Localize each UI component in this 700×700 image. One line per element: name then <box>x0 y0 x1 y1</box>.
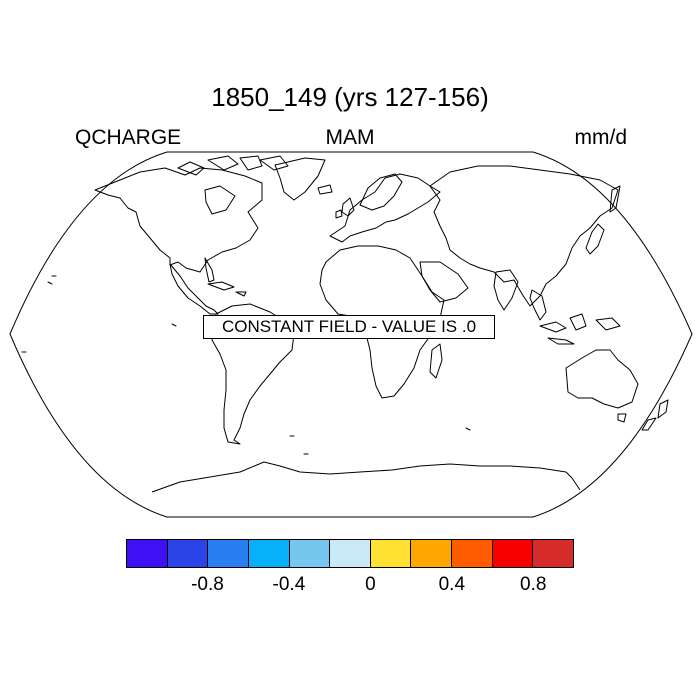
colorbar-box <box>289 540 331 567</box>
hudson-bay <box>204 185 236 215</box>
colorbar-box <box>533 540 574 567</box>
indonesia <box>539 313 621 345</box>
map-boundary <box>9 151 693 518</box>
colorbar-box <box>492 540 534 567</box>
colorbar-tick-label: 0.4 <box>438 574 466 595</box>
colorbar-tick-label: -0.8 <box>191 574 224 595</box>
australia-coastline <box>565 349 639 409</box>
constant-field-message: CONSTANT FIELD - VALUE IS .0 <box>203 315 495 339</box>
units-label: mm/d <box>574 126 628 149</box>
india <box>493 269 519 311</box>
british-isles <box>335 197 355 219</box>
plot-title: 1850_149 (yrs 127-156) <box>211 82 489 112</box>
coastlines <box>21 155 669 493</box>
madagascar <box>429 343 443 379</box>
iceland <box>317 184 333 195</box>
colorbar-tick-label: -0.4 <box>272 574 306 595</box>
arabian-peninsula <box>419 261 469 303</box>
europe-coastline <box>329 173 441 243</box>
new-zealand <box>641 399 669 431</box>
small-islands <box>21 275 471 455</box>
asia-coastline <box>429 165 619 307</box>
tasmania <box>617 413 627 423</box>
colorbar-box <box>208 540 249 567</box>
colorbar-box <box>167 540 209 567</box>
variable-label: QCHARGE <box>75 126 182 149</box>
north-america-coastline <box>94 167 263 273</box>
colorbar-box <box>411 540 453 567</box>
southeast-asia <box>529 289 547 321</box>
japan <box>585 223 605 255</box>
colorbar-box <box>370 540 412 567</box>
colorbar-tick-label: 0 <box>365 574 376 595</box>
central-america <box>169 263 219 315</box>
africa-coastline <box>319 245 445 399</box>
season-label: MAM <box>325 126 375 149</box>
kamchatka <box>609 185 621 213</box>
colorbar <box>126 539 574 568</box>
greenland <box>274 157 326 201</box>
colorbar-box <box>248 540 290 567</box>
colorbar-tick-label: 0.8 <box>520 574 547 595</box>
colorbar-box <box>330 540 371 567</box>
caribbean-islands <box>207 281 247 297</box>
colorbar-box <box>127 540 168 567</box>
antarctica-coastline <box>151 461 581 493</box>
colorbar-box <box>452 540 493 567</box>
scandinavia <box>359 173 403 211</box>
florida <box>204 257 215 283</box>
arctic-islands <box>177 155 289 176</box>
